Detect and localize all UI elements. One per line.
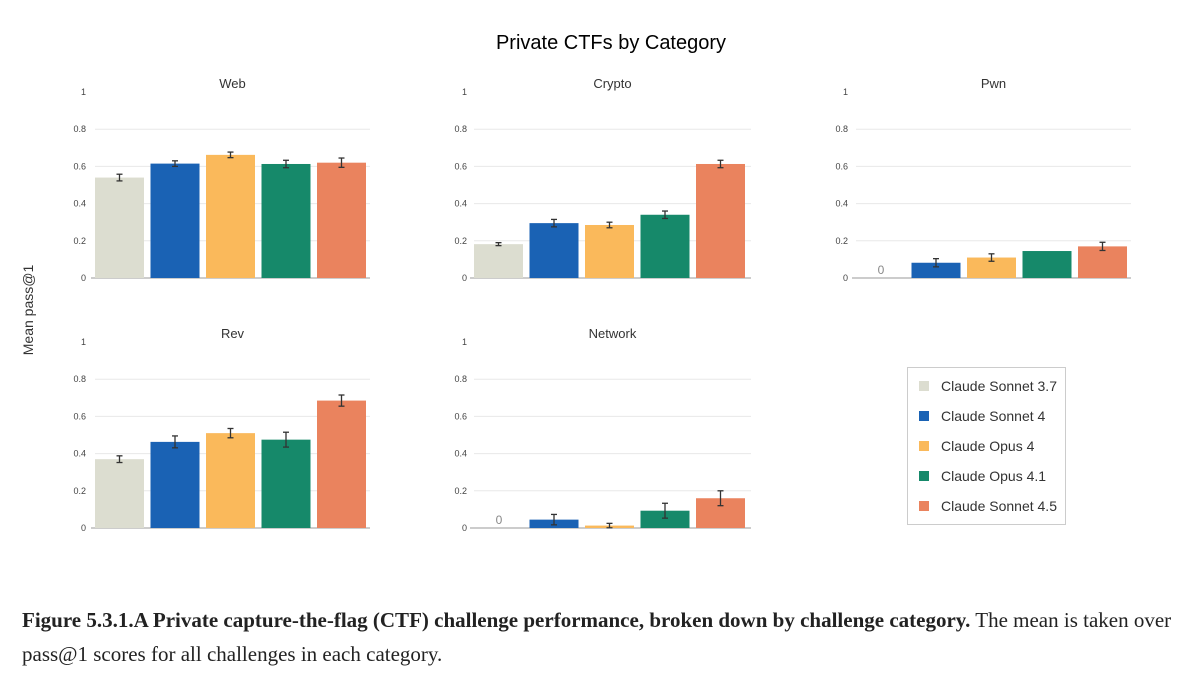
- legend-label: Claude Sonnet 4: [941, 408, 1046, 424]
- rev-bar: [206, 433, 255, 528]
- legend-item: Claude Opus 4: [908, 431, 1065, 461]
- web-tick-label: 0.4: [73, 199, 86, 209]
- network-zero-label: 0: [496, 513, 503, 527]
- web-tick-label: 0.2: [73, 236, 86, 246]
- web-tick-label: 0.8: [73, 124, 86, 134]
- legend-swatch: [919, 471, 929, 481]
- caption-bold: Figure 5.3.1.A Private capture-the-flag …: [22, 608, 971, 632]
- legend: Claude Sonnet 3.7 Claude Sonnet 4 Claude O…: [907, 367, 1066, 525]
- pwn-bar: [1022, 251, 1072, 278]
- crypto-bar: [585, 224, 634, 278]
- rev-tick-label: 0: [81, 523, 86, 533]
- network-tick-label: 0.6: [454, 411, 467, 421]
- crypto-bar: [474, 244, 523, 278]
- legend-item: Claude Sonnet 4.5: [908, 491, 1065, 521]
- pwn-bar: [911, 262, 961, 278]
- web-bar: [261, 163, 311, 278]
- pwn-panel-title: Pwn: [981, 76, 1006, 91]
- crypto-panel-title: Crypto: [593, 76, 631, 91]
- crypto-bar: [529, 223, 579, 278]
- web-bar: [206, 154, 255, 278]
- rev-bar: [261, 439, 311, 528]
- crypto-tick-label: 0: [462, 273, 467, 283]
- crypto-tick-label: 1: [462, 87, 467, 97]
- figure-caption: Figure 5.3.1.A Private capture-the-flag …: [22, 603, 1192, 671]
- network-tick-label: 0.2: [454, 486, 467, 496]
- legend-label: Claude Opus 4.1: [941, 468, 1047, 484]
- pwn-tick-label: 0.6: [835, 161, 848, 171]
- legend-swatch: [919, 501, 929, 511]
- crypto-bar: [696, 163, 745, 278]
- pwn-tick-label: 0.4: [835, 199, 848, 209]
- charts-area: 0 0.2 0.4 0.6 0.8 1 Web 0 0.2 0.4 0.6 0.8 1 Crypto 0 0.…: [73, 76, 1131, 533]
- legend-swatch: [919, 381, 929, 391]
- pwn-bar: [967, 257, 1016, 278]
- figure-title: Private CTFs by Category: [495, 32, 727, 54]
- pwn-tick-label: 0.8: [835, 124, 848, 134]
- legend-swatch: [919, 411, 929, 421]
- rev-tick-label: 0.2: [73, 486, 86, 496]
- rev-bar: [317, 400, 366, 528]
- web-bar: [317, 162, 366, 278]
- legend-label: Claude Sonnet 4.5: [941, 498, 1057, 514]
- rev-panel-title: Rev: [221, 326, 245, 341]
- rev-tick-label: 0.8: [73, 374, 86, 384]
- rev-tick-label: 1: [81, 337, 86, 347]
- network-tick-label: 1: [462, 337, 467, 347]
- rev-bar: [95, 459, 144, 528]
- crypto-tick-label: 0.2: [454, 236, 467, 246]
- crypto-bar: [640, 214, 690, 278]
- pwn-tick-label: 0: [843, 273, 848, 283]
- legend-item: Claude Sonnet 4: [908, 401, 1065, 431]
- network-bar: [640, 510, 690, 528]
- pwn-tick-label: 1: [843, 87, 848, 97]
- network-tick-label: 0.8: [454, 374, 467, 384]
- legend-label: Claude Opus 4: [941, 438, 1035, 454]
- legend-item: Claude Opus 4.1: [908, 461, 1065, 491]
- crypto-tick-label: 0.4: [454, 199, 467, 209]
- legend-item: Claude Sonnet 3.7: [908, 371, 1065, 401]
- network-tick-label: 0: [462, 523, 467, 533]
- pwn-zero-label: 0: [878, 263, 885, 277]
- network-panel-title: Network: [589, 326, 637, 341]
- network-tick-label: 0.4: [454, 449, 467, 459]
- web-tick-label: 0: [81, 273, 86, 283]
- web-bar: [95, 177, 144, 278]
- pwn-bar: [1078, 246, 1127, 278]
- legend-swatch: [919, 441, 929, 451]
- rev-tick-label: 0.4: [73, 449, 86, 459]
- caption-rest: The mean is taken over pass@1 scores for…: [22, 608, 1172, 666]
- web-tick-label: 0.6: [73, 161, 86, 171]
- web-bar: [150, 163, 200, 278]
- rev-tick-label: 0.6: [73, 411, 86, 421]
- pwn-tick-label: 0.2: [835, 236, 848, 246]
- crypto-tick-label: 0.8: [454, 124, 467, 134]
- web-panel-title: Web: [219, 76, 246, 91]
- web-tick-label: 1: [81, 87, 86, 97]
- crypto-tick-label: 0.6: [454, 161, 467, 171]
- rev-bar: [150, 441, 200, 528]
- legend-label: Claude Sonnet 3.7: [941, 378, 1057, 394]
